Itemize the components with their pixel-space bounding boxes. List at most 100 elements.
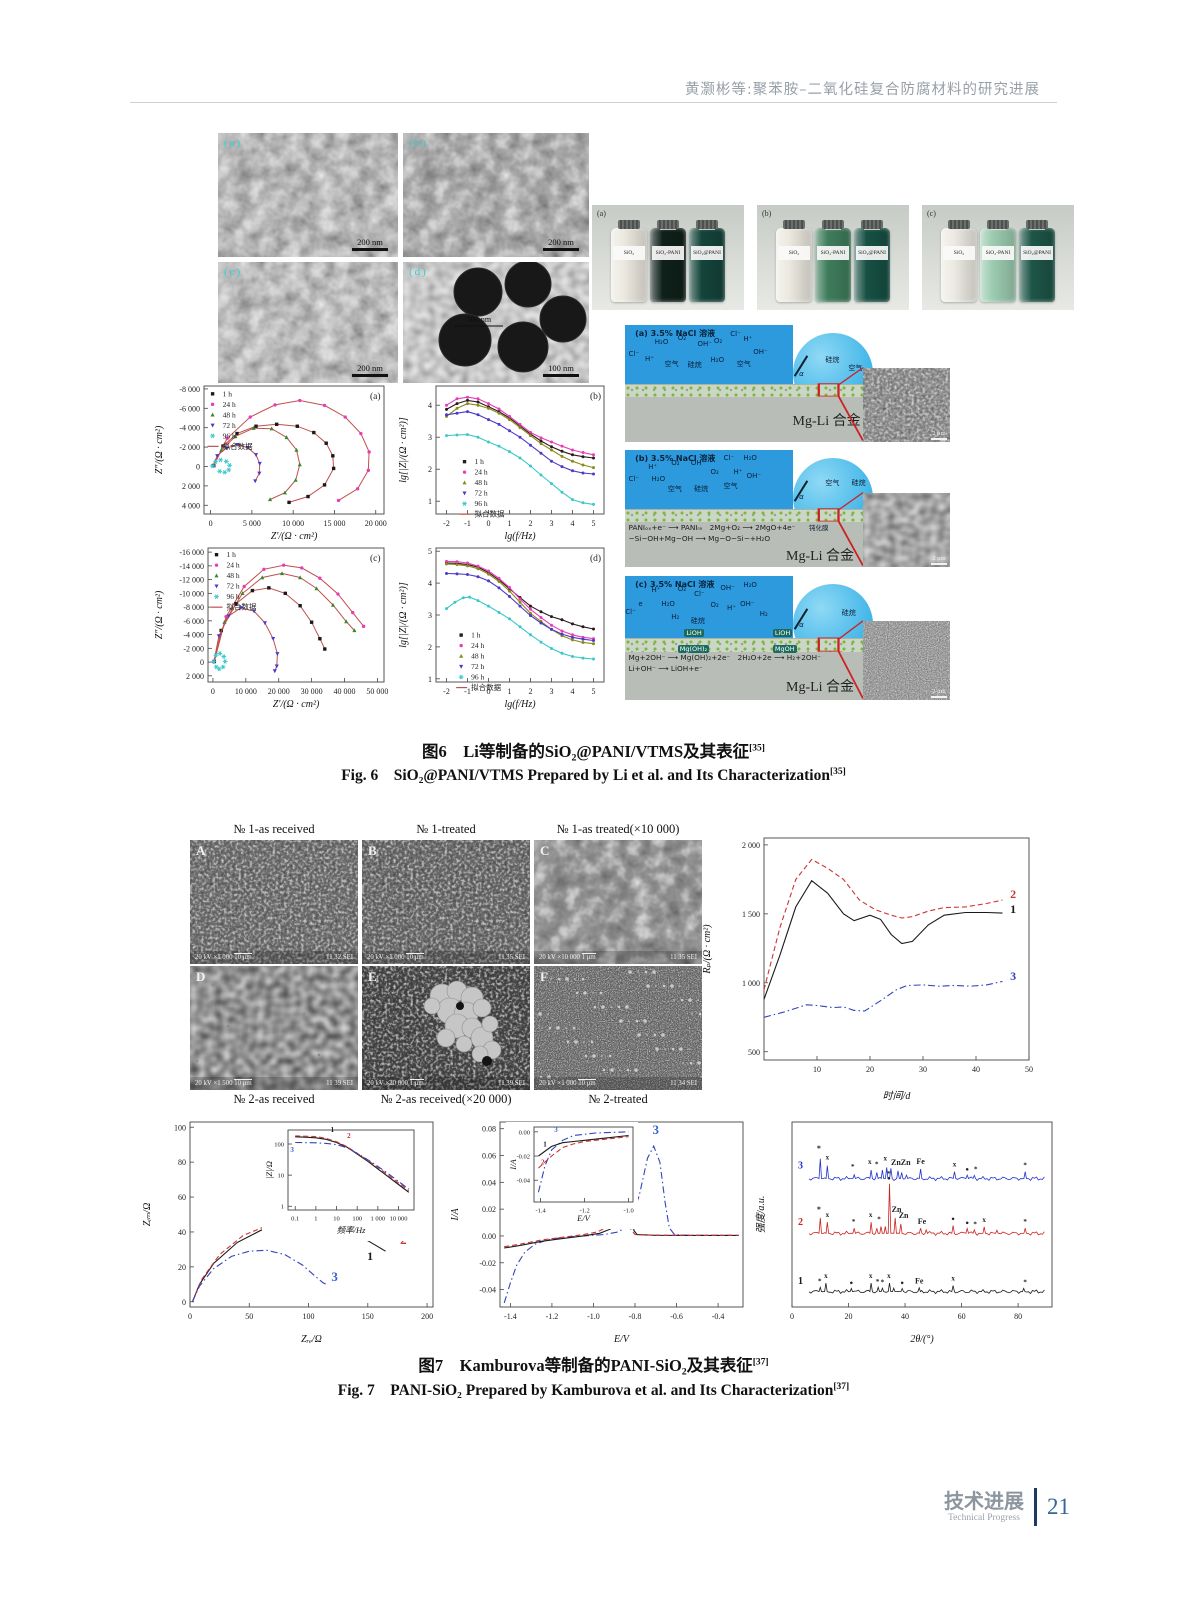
svg-text:0: 0 — [209, 519, 213, 528]
species-label: Cl⁻ — [628, 350, 640, 359]
fig6-nyquist-chart-a: 0 5 000 10 000 15 000 20 000 -8 000 -6 000 -4 0… — [152, 380, 392, 547]
fig7-top-label: № 1-as received — [233, 822, 315, 836]
species-label: e — [638, 599, 643, 608]
svg-text:2: 2 — [428, 465, 432, 474]
svg-text:40: 40 — [901, 1312, 909, 1321]
svg-text:-10 000: -10 000 — [179, 589, 204, 598]
svg-text:40: 40 — [178, 1228, 186, 1237]
svg-text:80: 80 — [1014, 1312, 1022, 1321]
svg-text:-16 000: -16 000 — [179, 548, 204, 557]
svg-text:●: ● — [965, 1167, 969, 1173]
sem-texture: 100 nm — [403, 262, 589, 383]
svg-text:x: x — [869, 1272, 873, 1280]
svg-text:48 h: 48 h — [471, 652, 484, 661]
svg-text:强度/a.u.: 强度/a.u. — [755, 1196, 767, 1234]
species-label: OH⁻ — [697, 340, 712, 349]
svg-text:*: * — [852, 1218, 856, 1226]
droplet-label: α — [799, 370, 804, 379]
svg-text:0.00: 0.00 — [482, 1232, 496, 1241]
species-label: OH⁻ — [740, 599, 755, 608]
fig7-sem-panel: F 20 kV ×1 000 10 μm 11 34 SEI — [534, 966, 702, 1090]
droplet-label: 硅烷 — [825, 356, 840, 365]
svg-text:0.06: 0.06 — [482, 1152, 496, 1161]
svg-text:●: ● — [850, 1281, 854, 1287]
svg-text:10: 10 — [813, 1065, 821, 1074]
sem-sei-text: 11 34 SEI — [670, 1080, 697, 1087]
svg-text:-4 000: -4 000 — [183, 631, 204, 640]
svg-text:0: 0 — [487, 519, 491, 528]
sem-info-bar: 20 kV ×1 500 10 μm 11 39 SEI — [190, 1077, 358, 1090]
bottle-label: SiO₂-PANI — [817, 246, 849, 260]
fig6-bottles-photo-b: (b) SiO₂ SiO₂-PANI SiO₂@PANI — [757, 205, 909, 310]
svg-text:-0.6: -0.6 — [670, 1312, 683, 1321]
fig6-ref: [35] — [749, 743, 765, 754]
svg-text:1: 1 — [281, 1204, 284, 1211]
fig6-tem-panel-d: 100 nm (d) 100 nm — [403, 262, 589, 383]
svg-text:x: x — [887, 1272, 891, 1280]
species-label: H⁺ — [733, 467, 743, 476]
sem-info-text: 20 kV ×1 000 10 μm — [539, 1079, 596, 1087]
svg-text:0: 0 — [200, 658, 204, 667]
fig7-sem-panel: E 20 kV ×20 000 1 μm 11 39 SEI — [362, 966, 530, 1090]
svg-text:24 h: 24 h — [223, 400, 236, 409]
svg-text:20: 20 — [178, 1263, 186, 1272]
svg-text:*: * — [851, 1163, 855, 1171]
svg-text:2: 2 — [428, 643, 432, 652]
fig7-top-label: № 1-as treated(×10 000) — [556, 822, 680, 836]
svg-text:拟合数据: 拟合数据 — [475, 509, 505, 519]
svg-text:Z′/(Ω · cm²): Z′/(Ω · cm²) — [273, 699, 320, 710]
svg-text:20: 20 — [845, 1312, 853, 1321]
svg-text:Fe: Fe — [918, 1217, 927, 1226]
alloy-label: Mg-Li 合金 — [786, 548, 855, 564]
svg-text:0.00: 0.00 — [519, 1129, 530, 1136]
bottle-label: SiO₂-PANI — [652, 246, 684, 260]
bottle-label: SiO₂ — [943, 246, 975, 260]
species-label: O₂ — [677, 334, 687, 343]
species-label: Cl⁻ — [628, 475, 640, 484]
svg-text:200: 200 — [421, 1312, 433, 1321]
bottle-cap — [1026, 220, 1048, 229]
svg-text:50 000: 50 000 — [366, 687, 388, 696]
svg-text:1: 1 — [1010, 902, 1016, 916]
svg-text:Z′/(Ω · cm²): Z′/(Ω · cm²) — [271, 531, 318, 542]
svg-text:80: 80 — [178, 1158, 186, 1167]
fig7-panel-letter: D — [196, 969, 206, 984]
svg-text:-4 000: -4 000 — [179, 424, 200, 433]
fig6-caption-cn: 图6 Li等制备的SiO₂@PANI/VTMS及其表征[35] — [422, 742, 765, 761]
inset-scalebar: 2 μm — [930, 688, 947, 698]
droplet-label: α — [799, 492, 804, 501]
svg-text:72 h: 72 h — [223, 421, 236, 430]
bottle: SiO₂ — [776, 220, 812, 302]
bottle: SiO₂@PANI — [1019, 220, 1055, 302]
fig7-caption-cn: 图7 Kamburova等制备的PANI-SiO₂及其表征[37] — [418, 1356, 769, 1375]
species-label: H⁺ — [743, 335, 753, 344]
coating-tag: 钝化膜 — [808, 524, 829, 533]
svg-text:*: * — [1023, 1279, 1027, 1287]
svg-text:-0.04: -0.04 — [516, 1178, 530, 1185]
svg-text:(a): (a) — [370, 391, 381, 402]
species-label: H⁺ — [726, 603, 736, 612]
scalebar: 200 nm — [352, 363, 388, 377]
svg-text:3: 3 — [550, 519, 554, 528]
bottle-cap — [948, 220, 970, 229]
sem-info-text: 20 kV ×1 500 10 μm — [195, 1079, 252, 1087]
svg-text:-8 000: -8 000 — [183, 603, 204, 612]
species-label: H₂ — [671, 612, 680, 621]
svg-text:x: x — [826, 1211, 830, 1219]
svg-text:*: * — [973, 1220, 977, 1228]
svg-text:拟合数据: 拟合数据 — [471, 682, 501, 692]
svg-text:3: 3 — [550, 687, 554, 696]
svg-text:ZnZn: ZnZn — [891, 1158, 911, 1167]
svg-text:3: 3 — [1010, 969, 1016, 983]
svg-text:2: 2 — [347, 1132, 351, 1140]
svg-text:100 nm: 100 nm — [467, 315, 492, 324]
svg-text:72 h: 72 h — [475, 489, 488, 498]
svg-text:72 h: 72 h — [227, 582, 240, 591]
species-label: 硅烷 — [690, 616, 705, 625]
svg-text:Fe: Fe — [916, 1157, 925, 1166]
sem-info-text: 20 kV ×20 000 1 μm — [367, 1079, 424, 1087]
species-label: OH⁻ — [746, 471, 762, 480]
inset-scalebar-line — [930, 563, 947, 565]
svg-text:-1: -1 — [464, 519, 471, 528]
svg-text:0: 0 — [196, 463, 200, 472]
